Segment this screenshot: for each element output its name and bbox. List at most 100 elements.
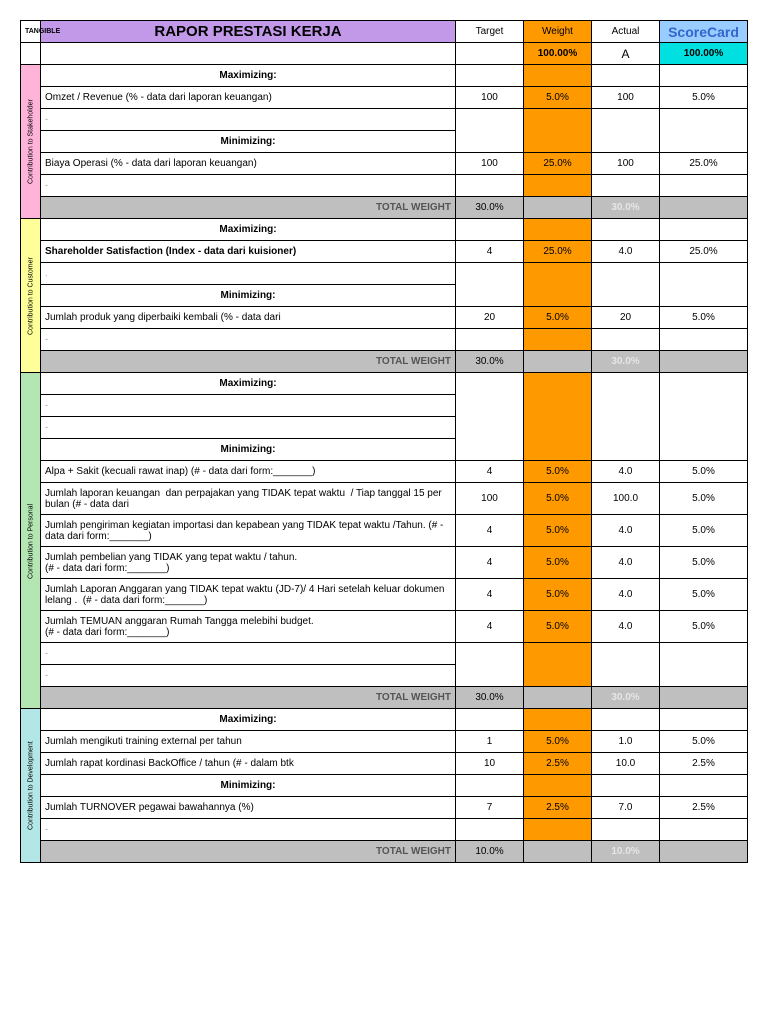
item-target: 100 [456,87,524,109]
item-actual: 10.0 [592,753,660,775]
blank: - [41,109,456,131]
item-target: 1 [456,731,524,753]
item-target: 4 [456,611,524,643]
hdr-weight: Weight [524,21,592,43]
item-desc: Omzet / Revenue (% - data dari laporan k… [41,87,456,109]
item-score: 5.0% [660,611,748,643]
item-weight: 5.0% [524,611,592,643]
blank: - [41,395,456,417]
item-score: 5.0% [660,515,748,547]
item-desc: Jumlah TURNOVER pegawai bawahannya (%) [41,797,456,819]
hdr-title: RAPOR PRESTASI KERJA [41,21,456,43]
section-hdr: Maximizing: [41,709,456,731]
section-hdr: Minimizing: [41,131,456,153]
item-actual: 20 [592,307,660,329]
item-score: 5.0% [660,307,748,329]
scorecard-table: TANGIBLERAPOR PRESTASI KERJATargetWeight… [20,20,748,863]
item-desc: Jumlah TEMUAN anggaran Rumah Tangga mele… [41,611,456,643]
item-score: 25.0% [660,241,748,263]
total-weight: 30.0% [456,351,524,373]
total-label: TOTAL WEIGHT [41,687,456,709]
item-actual: 4.0 [592,515,660,547]
section-label-1: Contribution to Customer [21,219,41,373]
item-target: 4 [456,515,524,547]
total-weight-col [524,197,592,219]
item-target: 4 [456,461,524,483]
hdr-tangible: TANGIBLE [21,21,41,43]
item-actual: 4.0 [592,461,660,483]
section-hdr: Minimizing: [41,775,456,797]
blank: - [41,175,456,197]
item-score: 5.0% [660,483,748,515]
item-weight: 25.0% [524,153,592,175]
item-actual: 4.0 [592,611,660,643]
section-label-3: Contribution to Development [21,709,41,863]
item-desc: Jumlah pembelian yang TIDAK yang tepat w… [41,547,456,579]
item-target: 100 [456,483,524,515]
item-desc: Jumlah laporan keuangan dan perpajakan y… [41,483,456,515]
blank: - [41,665,456,687]
total-weight-col [524,841,592,863]
total-score [660,841,748,863]
item-actual: 4.0 [592,547,660,579]
section-hdr: Minimizing: [41,285,456,307]
total-actual: 30.0% [592,687,660,709]
blank: - [41,643,456,665]
summary-actual: A [592,43,660,65]
total-weight: 10.0% [456,841,524,863]
total-actual: 10.0% [592,841,660,863]
item-score: 5.0% [660,579,748,611]
total-actual: 30.0% [592,197,660,219]
item-actual: 1.0 [592,731,660,753]
blank: - [41,329,456,351]
item-desc: Jumlah pengiriman kegiatan importasi dan… [41,515,456,547]
item-weight: 25.0% [524,241,592,263]
item-weight: 5.0% [524,579,592,611]
item-actual: 7.0 [592,797,660,819]
item-desc: Jumlah mengikuti training external per t… [41,731,456,753]
item-desc: Alpa + Sakit (kecuali rawat inap) (# - d… [41,461,456,483]
item-target: 7 [456,797,524,819]
item-score: 2.5% [660,753,748,775]
total-weight: 30.0% [456,687,524,709]
total-weight-col [524,687,592,709]
item-score: 2.5% [660,797,748,819]
summary-weight: 100.00% [524,43,592,65]
hdr-actual: Actual [592,21,660,43]
hdr-scorecard: ScoreCard [660,21,748,43]
section-hdr: Maximizing: [41,373,456,395]
item-weight: 5.0% [524,87,592,109]
total-weight: 30.0% [456,197,524,219]
summary-side [21,43,41,65]
hdr-target: Target [456,21,524,43]
item-target: 4 [456,579,524,611]
blank: - [41,417,456,439]
item-desc: Jumlah Laporan Anggaran yang TIDAK tepat… [41,579,456,611]
item-score: 5.0% [660,547,748,579]
item-actual: 100 [592,153,660,175]
item-actual: 4.0 [592,579,660,611]
summary-desc [41,43,456,65]
section-label-2: Contribution to Personal [21,373,41,709]
item-score: 5.0% [660,461,748,483]
summary-score: 100.00% [660,43,748,65]
total-label: TOTAL WEIGHT [41,351,456,373]
item-weight: 5.0% [524,307,592,329]
item-desc: Biaya Operasi (% - data dari laporan keu… [41,153,456,175]
item-target: 100 [456,153,524,175]
section-hdr: Minimizing: [41,439,456,461]
section-hdr: Maximizing: [41,219,456,241]
total-actual: 30.0% [592,351,660,373]
item-score: 5.0% [660,87,748,109]
item-target: 10 [456,753,524,775]
section-hdr: Maximizing: [41,65,456,87]
item-weight: 2.5% [524,753,592,775]
total-weight-col [524,351,592,373]
total-score [660,687,748,709]
blank: . [41,263,456,285]
section-label-0: Contribution to Stakeholder [21,65,41,219]
item-actual: 100 [592,87,660,109]
item-weight: 2.5% [524,797,592,819]
summary-target [456,43,524,65]
item-actual: 100.0 [592,483,660,515]
